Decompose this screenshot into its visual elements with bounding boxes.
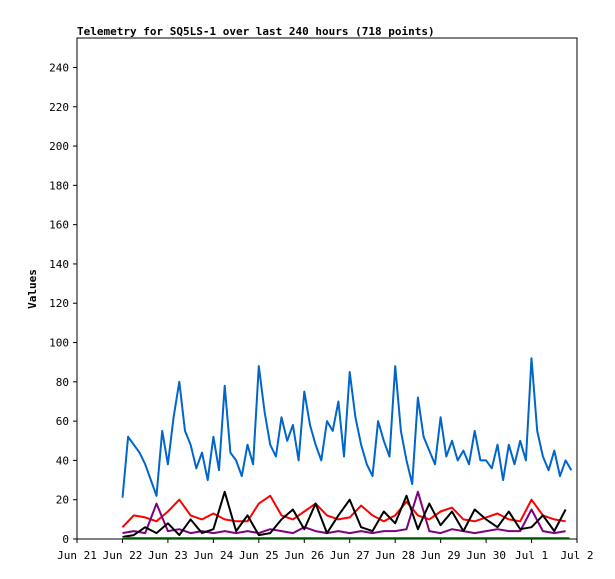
x-axis: Jun 21 Jun 22 Jun 23 Jun 24 Jun 25 Jun 26 Jun …: [57, 539, 594, 562]
y-tick-label: 60: [56, 415, 69, 428]
x-tick-label: Jun 23: [148, 549, 188, 562]
y-tick-label: 40: [56, 454, 69, 467]
y-axis-label: Values: [26, 269, 39, 309]
plot-frame: [76, 37, 578, 540]
x-tick-label: Jun 24: [193, 549, 233, 562]
y-tick-label: 240: [49, 61, 69, 74]
y-tick-label: 120: [49, 297, 69, 310]
x-tick-label: Jul 2: [560, 549, 593, 562]
y-tick-label: 0: [62, 533, 69, 546]
x-tick-label: Jun 25: [239, 549, 279, 562]
y-tick-label: 160: [49, 219, 69, 232]
x-tick-label: Jun 30: [466, 549, 506, 562]
y-tick-label: 180: [49, 179, 69, 192]
x-tick-label: Jun 27: [330, 549, 370, 562]
chart-title: Telemetry for SQ5LS-1 over last 240 hour…: [77, 25, 435, 38]
x-tick-label: Jun 21: [57, 549, 97, 562]
x-tick-label: Jun 29: [421, 549, 461, 562]
y-axis: 0 20 40 60 80 100 120 140 160 180 200 220 240: [49, 61, 77, 546]
x-tick-label: Jun 28: [375, 549, 415, 562]
y-tick-label: 140: [49, 258, 69, 271]
x-tick-label: Jun 26: [284, 549, 324, 562]
y-tick-label: 200: [49, 140, 69, 153]
y-tick-label: 220: [49, 101, 69, 114]
y-tick-label: 100: [49, 337, 69, 350]
y-tick-label: 20: [56, 494, 69, 507]
x-tick-label: Jun 22: [103, 549, 143, 562]
series-layer: [121, 357, 573, 539]
series-line-1: [121, 494, 566, 528]
x-tick-label: Jul 1: [515, 549, 548, 562]
y-tick-label: 80: [56, 376, 69, 389]
series-line-3: [122, 490, 567, 538]
series-line-0: [121, 357, 573, 498]
series-line-2: [122, 490, 566, 535]
